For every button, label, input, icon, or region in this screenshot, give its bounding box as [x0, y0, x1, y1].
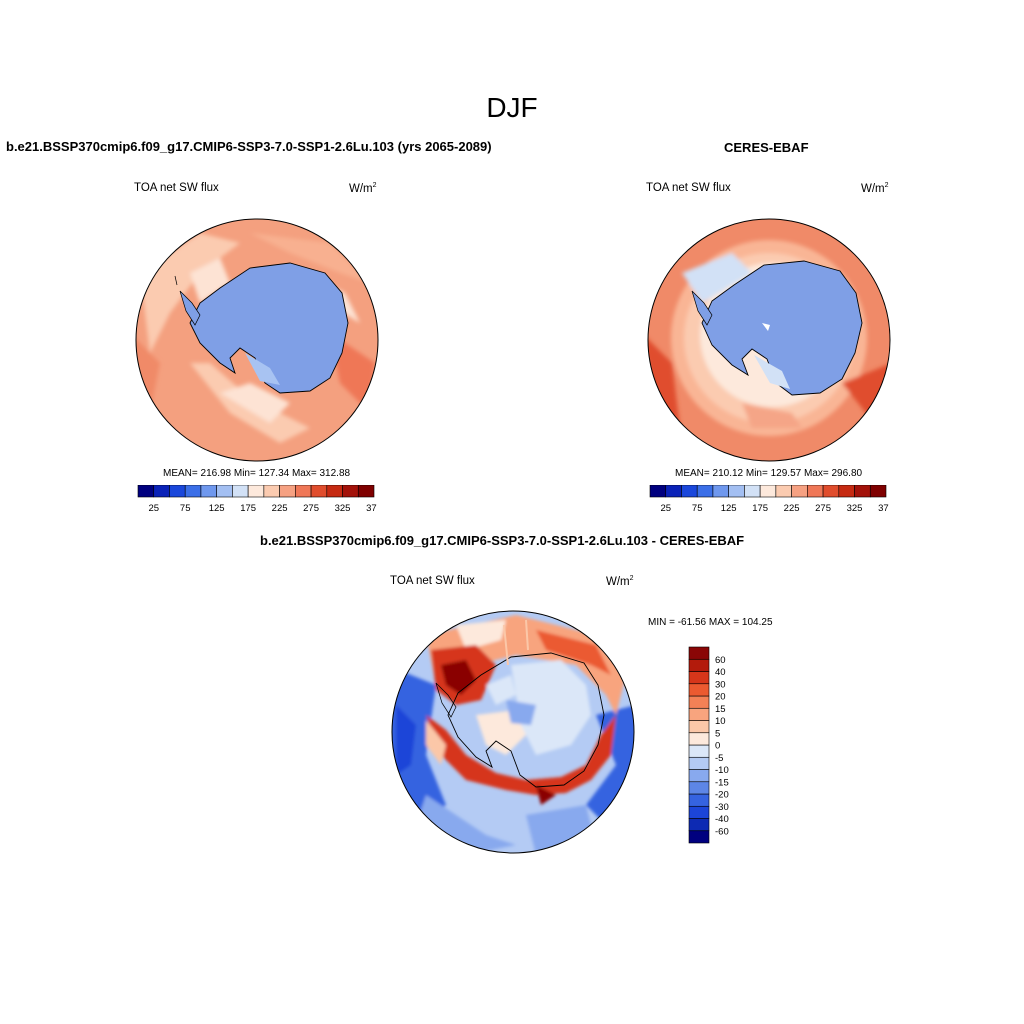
panel-1-units: W/m2 [349, 182, 377, 195]
colorbar-2-tick-label: 325 [847, 503, 863, 514]
panel-2-units: W/m2 [861, 182, 889, 195]
colorbar-1-swatch [153, 485, 170, 498]
colorbar-2-swatch [775, 485, 792, 498]
panel-3-title: b.e21.BSSP370cmip6.f09_g17.CMIP6-SSP3-7.… [260, 533, 745, 548]
panel-1-variable: TOA net SW flux [134, 182, 219, 194]
panel-3-variable: TOA net SW flux [390, 575, 475, 587]
colorbar-2-swatch [807, 485, 824, 498]
colorbar-3-tick-label: 60 [715, 655, 726, 666]
colorbar-1-tick-label: 325 [335, 503, 351, 514]
colorbar-2-tick-label: 25 [660, 503, 671, 514]
colorbar-3-swatch [688, 756, 710, 770]
figure-title: DJF [486, 92, 538, 123]
colorbar-1-swatch [263, 485, 280, 498]
colorbar-3-tick-label: -5 [715, 753, 723, 764]
colorbar-3-swatch [688, 683, 710, 697]
colorbar-2-swatch [838, 485, 855, 498]
colorbar-3-swatch [688, 769, 710, 783]
colorbar-3-swatch [688, 658, 710, 672]
panel-1-colorbar: 25 75 125 175 225 275 325 375 [137, 485, 377, 514]
panel-1-title: b.e21.BSSP370cmip6.f09_g17.CMIP6-SSP3-7.… [6, 139, 492, 154]
panel-1-polar-map [135, 218, 379, 462]
panel-3-polar-map [391, 610, 635, 854]
colorbar-2-tick-label: 125 [721, 503, 737, 514]
colorbar-3-tick-label: 30 [715, 679, 726, 690]
panel-1-stats: MEAN= 216.98 Min= 127.34 Max= 312.88 [163, 468, 351, 479]
colorbar-3-swatch [688, 720, 710, 734]
colorbar-1-swatch [169, 485, 186, 498]
colorbar-1-swatch [232, 485, 249, 498]
panel-3-stats: MIN = -61.56 MAX = 104.25 [648, 617, 773, 628]
colorbar-1-tick-label: 75 [180, 503, 191, 514]
panel-3-units: W/m2 [606, 575, 634, 588]
colorbar-3-tick-label: -40 [715, 814, 729, 825]
colorbar-2-tick-label: 175 [752, 503, 768, 514]
colorbar-2-swatch [712, 485, 729, 498]
colorbar-3-tick-label: 0 [715, 741, 720, 752]
panel-2-stats: MEAN= 210.12 Min= 129.57 Max= 296.80 [675, 468, 863, 479]
colorbar-2-tick-label: 225 [784, 503, 800, 514]
colorbar-2-swatch [649, 485, 667, 498]
colorbar-2-swatch [696, 485, 714, 498]
colorbar-2-swatch [869, 485, 887, 498]
colorbar-2-swatch [854, 485, 871, 498]
colorbar-3-swatch [688, 646, 710, 660]
colorbar-1-swatch [200, 485, 217, 498]
colorbar-1-tick-label: 125 [209, 503, 225, 514]
colorbar-2-swatch [744, 485, 761, 498]
colorbar-1-swatch [216, 485, 233, 498]
colorbar-1-swatch [357, 485, 375, 498]
colorbar-2-swatch [728, 485, 745, 498]
colorbar-2-swatch [681, 485, 698, 498]
colorbar-1-tick-label: 175 [240, 503, 256, 514]
colorbar-3-tick-label: 20 [715, 692, 726, 703]
colorbar-2-tick-label: 275 [815, 503, 831, 514]
colorbar-3-tick-label: 15 [715, 704, 726, 715]
colorbar-2-swatch [822, 485, 840, 498]
colorbar-3-swatch [688, 671, 710, 685]
panel-2-colorbar: 25 75 125 175 225 275 325 375 [649, 485, 889, 514]
colorbar-1-swatch [137, 485, 155, 498]
colorbar-3-swatch [688, 830, 710, 844]
colorbar-1-tick-label: 25 [148, 503, 159, 514]
colorbar-2-tick-label: 375 [878, 503, 889, 514]
colorbar-3-swatch [688, 781, 710, 795]
colorbar-1-tick-label: 375 [366, 503, 377, 514]
colorbar-1-swatch [342, 485, 359, 498]
colorbar-1-swatch [247, 485, 265, 498]
colorbar-1-swatch [326, 485, 343, 498]
colorbar-3-tick-label: 10 [715, 716, 726, 727]
colorbar-3-tick-label: -30 [715, 802, 729, 813]
colorbar-1-swatch [310, 485, 328, 498]
colorbar-2-swatch [759, 485, 777, 498]
colorbar-3-swatch [688, 744, 710, 758]
colorbar-3-tick-label: -10 [715, 765, 729, 776]
panel-2-variable: TOA net SW flux [646, 182, 731, 194]
colorbar-1-swatch [295, 485, 312, 498]
panel-2-polar-map [647, 218, 891, 462]
colorbar-3-tick-label: -15 [715, 777, 729, 788]
colorbar-2-swatch [791, 485, 808, 498]
colorbar-3-swatch [688, 732, 710, 746]
colorbar-1-swatch [279, 485, 296, 498]
colorbar-1-swatch [184, 485, 202, 498]
colorbar-3-tick-label: 40 [715, 667, 726, 678]
panel-2-title: CERES-EBAF [724, 140, 809, 155]
colorbar-1-tick-label: 275 [303, 503, 319, 514]
colorbar-3-swatch [688, 818, 710, 832]
colorbar-2-swatch [665, 485, 682, 498]
colorbar-3-swatch [688, 805, 710, 819]
colorbar-2-tick-label: 75 [692, 503, 703, 514]
colorbar-3-swatch [688, 707, 710, 721]
colorbar-3-swatch [688, 793, 710, 807]
colorbar-3-tick-label: -20 [715, 790, 729, 801]
colorbar-3-tick-label: 5 [715, 728, 720, 739]
colorbar-1-tick-label: 225 [272, 503, 288, 514]
colorbar-3-tick-label: -60 [715, 826, 729, 837]
colorbar-3-swatch [688, 695, 710, 709]
